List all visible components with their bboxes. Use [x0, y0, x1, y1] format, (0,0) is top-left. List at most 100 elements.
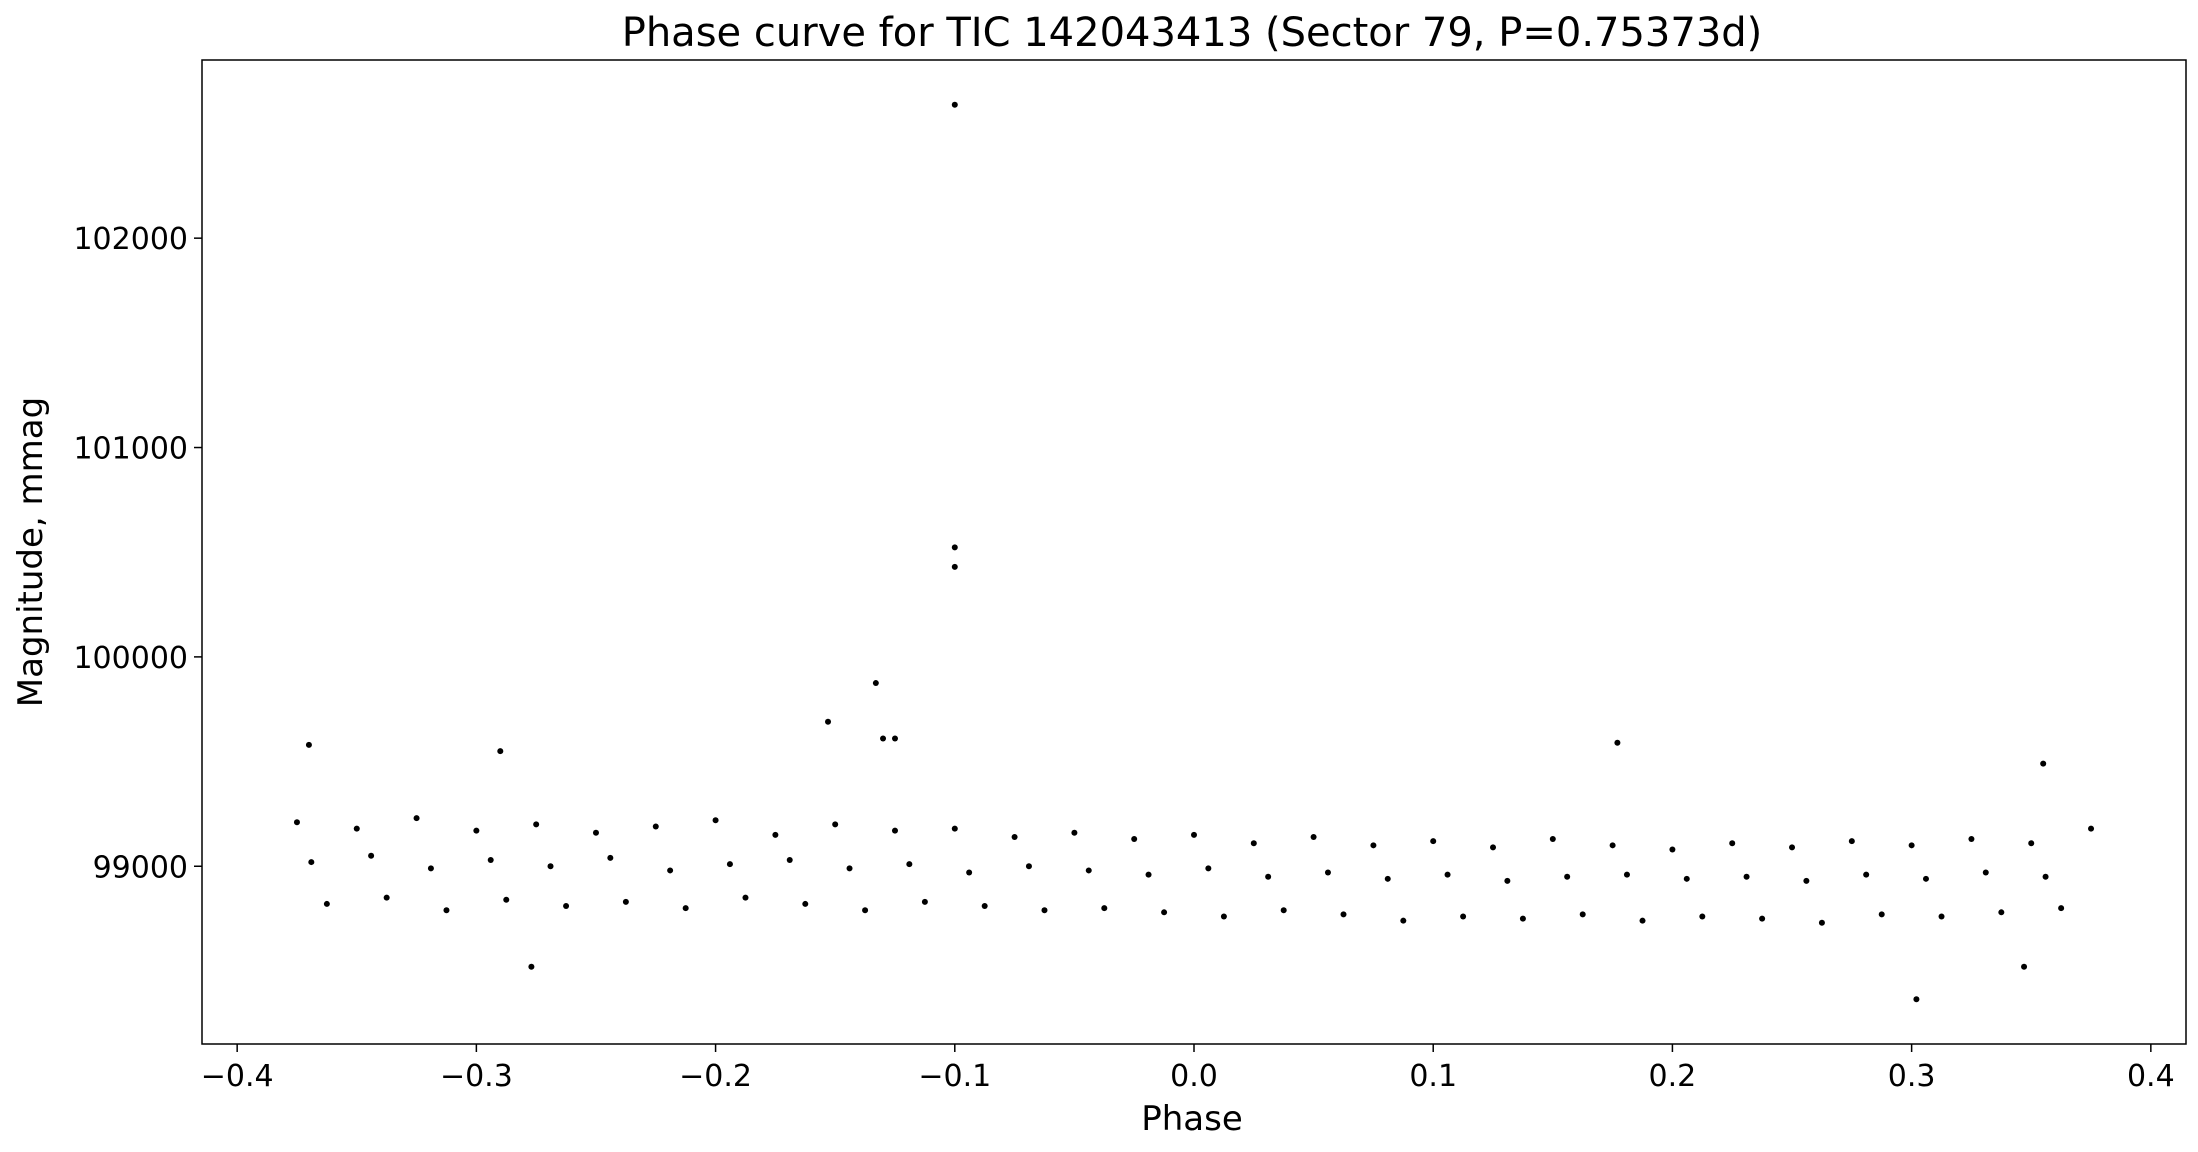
point: [1818, 919, 1825, 926]
point: [1161, 909, 1168, 916]
point: [547, 863, 554, 870]
point: [682, 905, 689, 912]
point: [1370, 842, 1377, 849]
point: [891, 827, 898, 834]
point: [1400, 917, 1407, 924]
point: [413, 815, 420, 822]
point: [966, 869, 973, 876]
point: [353, 825, 360, 832]
point: [323, 900, 330, 907]
x-tick-label: 0.4: [2127, 1059, 2175, 1094]
point: [921, 898, 928, 905]
point: [1460, 913, 1467, 920]
point: [383, 894, 390, 901]
x-axis-label: Phase: [1141, 1099, 1243, 1139]
x-tick-label: −0.3: [440, 1059, 513, 1094]
point: [1908, 842, 1915, 849]
point: [1205, 865, 1212, 872]
x-tick-label: 0.0: [1170, 1059, 1218, 1094]
point: [1085, 867, 1092, 874]
point: [533, 821, 540, 828]
point: [1564, 873, 1571, 880]
point: [2021, 963, 2028, 970]
point: [592, 829, 599, 836]
point: [1324, 869, 1331, 876]
point: [1878, 911, 1885, 918]
point: [1683, 875, 1690, 882]
point: [1519, 915, 1526, 922]
point: [832, 821, 839, 828]
point: [1998, 909, 2005, 916]
point: [1863, 871, 1870, 878]
point: [1982, 869, 1989, 876]
point: [872, 680, 879, 687]
point: [862, 907, 869, 914]
chart-title: Phase curve for TIC 142043413 (Sector 79…: [622, 10, 1763, 56]
point: [1922, 875, 1929, 882]
point: [1025, 863, 1032, 870]
point: [786, 856, 793, 863]
point: [846, 865, 853, 872]
point: [1699, 913, 1706, 920]
point: [951, 101, 958, 108]
point: [1011, 833, 1018, 840]
point: [1384, 875, 1391, 882]
point: [951, 563, 958, 570]
point: [305, 741, 312, 748]
point: [1913, 996, 1920, 1003]
point: [1340, 911, 1347, 918]
point: [1803, 877, 1810, 884]
point: [1504, 877, 1511, 884]
point: [951, 544, 958, 551]
point: [293, 819, 300, 826]
point: [1145, 871, 1152, 878]
point: [1444, 871, 1451, 878]
point: [891, 735, 898, 742]
point: [607, 854, 614, 861]
point: [2058, 905, 2065, 912]
point: [1310, 833, 1317, 840]
point: [1579, 911, 1586, 918]
point: [1759, 915, 1766, 922]
point: [497, 748, 504, 755]
point: [1609, 842, 1616, 849]
point: [726, 861, 733, 868]
point: [1280, 907, 1287, 914]
point: [1549, 836, 1556, 843]
point: [742, 894, 749, 901]
point: [2040, 760, 2047, 767]
point: [772, 831, 779, 838]
point: [712, 817, 719, 824]
x-tick-label: −0.2: [679, 1059, 752, 1094]
point: [622, 898, 629, 905]
point: [1131, 836, 1138, 843]
x-tick-label: −0.1: [918, 1059, 991, 1094]
point: [951, 825, 958, 832]
point: [1848, 838, 1855, 845]
point: [1938, 913, 1945, 920]
point: [308, 859, 315, 866]
point: [1669, 846, 1676, 853]
point: [1191, 831, 1197, 838]
x-tick-label: −0.4: [201, 1059, 274, 1094]
point: [1101, 905, 1108, 912]
point: [1430, 838, 1437, 845]
point: [473, 827, 480, 834]
plot-frame: [201, 59, 2187, 1045]
point: [1614, 739, 1621, 746]
point: [981, 903, 988, 910]
y-tick-label: 101000: [73, 432, 188, 467]
x-tick-label: 0.1: [1409, 1059, 1457, 1094]
point: [2088, 825, 2095, 832]
point: [1041, 907, 1048, 914]
y-tick-label: 102000: [73, 222, 188, 257]
point: [880, 735, 887, 742]
point: [427, 865, 434, 872]
point: [487, 856, 494, 863]
point: [2042, 873, 2049, 880]
y-tick-label: 100000: [73, 641, 188, 676]
point: [1623, 871, 1630, 878]
point: [1071, 829, 1078, 836]
point: [443, 907, 450, 914]
